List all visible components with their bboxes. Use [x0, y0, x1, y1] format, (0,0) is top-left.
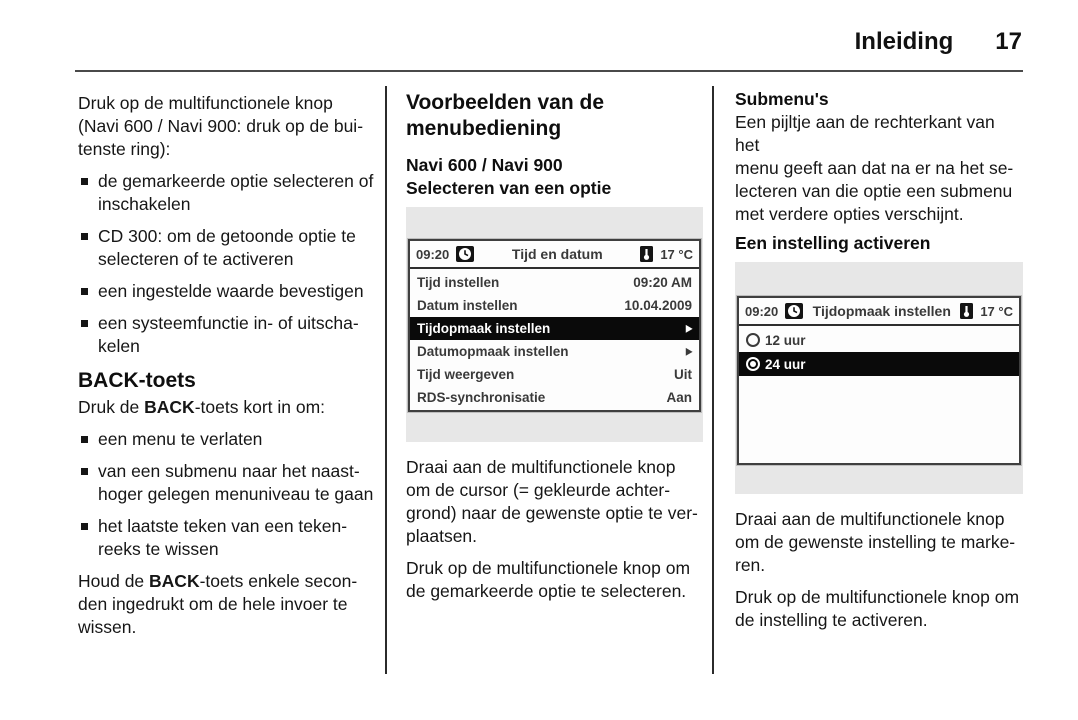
bold-segment: BACK	[149, 571, 200, 591]
navi-display-screen: 09:20 Tijdopmaak instellen 17 °C 12 uur …	[737, 296, 1021, 465]
instruction-paragraph: Druk op de multifunctionele knop om de g…	[406, 558, 691, 601]
navi-display-screen: 09:20 Tijd en datum 17 °C Tijd instellen…	[408, 239, 701, 412]
menu-row: Tijd instellen 09:20 AM	[410, 271, 699, 294]
submenu-arrow-icon: ▸	[685, 319, 692, 336]
back-key-heading: BACK-toets	[78, 369, 196, 392]
list-item: CD 300: om de getoonde optie te selecter…	[78, 225, 376, 271]
subsection-heading: Navi 600 / Navi 900 Selecteren van een o…	[406, 155, 612, 198]
clock-icon	[456, 246, 475, 262]
menu-label: Tijd instellen	[417, 275, 500, 290]
header-rule	[75, 70, 1023, 72]
menu-label: Datum instellen	[417, 298, 518, 313]
page-title: Inleiding	[854, 28, 954, 55]
bullet-square-icon	[81, 436, 88, 443]
menu-value: 09:20 AM	[633, 275, 692, 290]
bullet-list: een menu te verlaten van een submenu naa…	[78, 428, 376, 561]
menu-label: Tijd weergeven	[417, 367, 515, 382]
display-title: Tijdopmaak instellen	[812, 302, 951, 319]
radio-off-icon	[746, 333, 760, 347]
column-divider-right	[712, 86, 714, 674]
menu-row: RDS-synchronisatie Aan	[410, 386, 699, 409]
page-header: Inleiding 17	[855, 28, 1022, 56]
intro-paragraph: Druk op de multifunctionele knop (Navi 6…	[78, 93, 364, 159]
menu-value: Uit	[674, 367, 692, 382]
list-item: van een submenu naar het naast- hoger ge…	[78, 460, 376, 506]
menu-row: Datum instellen 10.04.2009	[410, 294, 699, 317]
bullet-square-icon	[81, 320, 88, 327]
thermometer-icon	[960, 303, 974, 319]
display-title: Tijd en datum	[511, 245, 603, 262]
list-item: een menu te verlaten	[78, 428, 376, 451]
column-divider-left	[385, 86, 387, 674]
list-item: het laatste teken van een teken- reeks t…	[78, 515, 376, 561]
display-status-bar: 09:20 Tijdopmaak instellen 17 °C	[739, 298, 1019, 326]
bullet-list: de gemarkeerde optie selecteren of insch…	[78, 170, 376, 358]
menu-label: RDS-synchronisatie	[417, 390, 546, 405]
bullet-square-icon	[81, 233, 88, 240]
menu-label: Datumopmaak instellen	[417, 344, 569, 359]
bullet-square-icon	[81, 288, 88, 295]
submenu-paragraph: Een pijltje aan de rechterkant van het m…	[735, 112, 1014, 224]
submenu-arrow-icon: ▸	[685, 342, 692, 359]
bold-segment: BACK	[144, 397, 195, 417]
menu-label: Tijdopmaak instellen	[417, 321, 551, 336]
text-segment: -toets enkele secon- den ingedrukt om de…	[78, 571, 358, 637]
menu-row: Datumopmaak instellen ▸	[410, 340, 699, 363]
bullet-square-icon	[81, 178, 88, 185]
instruction-paragraph: Draai aan de multifunctionele knop om de…	[735, 509, 1016, 575]
instruction-paragraph: Druk op de multifunctionele knop om de i…	[735, 587, 1020, 630]
display-time: 09:20	[745, 303, 779, 319]
bullet-square-icon	[81, 523, 88, 530]
submenu-heading: Submenu's	[735, 89, 829, 109]
option-row: 12 uur	[739, 328, 1019, 352]
display-empty-area	[739, 376, 1019, 462]
display-time: 09:20	[416, 246, 450, 262]
bullet-text: het laatste teken van een teken- reeks t…	[98, 516, 348, 559]
page-number: 17	[995, 28, 1022, 55]
left-column: Druk op de multifunctionele knop (Navi 6…	[78, 92, 376, 648]
display-figure: 09:20 Tijdopmaak instellen 17 °C 12 uur …	[735, 262, 1023, 494]
back-intro-paragraph: Druk de BACK-toets kort in om:	[78, 396, 376, 419]
text-segment: -toets kort in om:	[194, 397, 326, 417]
bullet-text: een menu te verlaten	[98, 429, 263, 449]
bullet-text: een ingestelde waarde bevestigen	[98, 281, 364, 301]
back-note-paragraph: Houd de BACK-toets enkele secon- den ing…	[78, 570, 376, 639]
option-label: 24 uur	[765, 356, 806, 372]
bullet-text: CD 300: om de getoonde optie te selecter…	[98, 226, 356, 269]
option-label: 12 uur	[765, 332, 806, 348]
display-temperature: 17 °C	[980, 303, 1013, 319]
clock-icon	[785, 303, 804, 319]
menu-list: Tijd instellen 09:20 AM Datum instellen …	[410, 269, 699, 410]
list-item: een systeemfunctie in- of uitscha- kelen	[78, 312, 376, 358]
display-figure: 09:20 Tijd en datum 17 °C Tijd instellen…	[406, 207, 703, 442]
display-temperature: 17 °C	[660, 246, 693, 262]
bullet-square-icon	[81, 468, 88, 475]
section-heading: Voorbeelden van de menubediening	[406, 91, 604, 140]
instruction-paragraph: Draai aan de multifunctionele knop om de…	[406, 457, 698, 546]
list-item: de gemarkeerde optie selecteren of insch…	[78, 170, 376, 216]
thermometer-icon	[640, 246, 654, 262]
activate-heading: Een instelling activeren	[735, 233, 931, 253]
list-item: een ingestelde waarde bevestigen	[78, 280, 376, 303]
bullet-text: van een submenu naar het naast- hoger ge…	[98, 461, 374, 504]
menu-value: Aan	[666, 390, 692, 405]
menu-row: Tijd weergeven Uit	[410, 363, 699, 386]
menu-row-highlighted: Tijdopmaak instellen ▸	[410, 317, 699, 340]
text-segment: Houd de	[78, 571, 150, 591]
menu-value: 10.04.2009	[624, 298, 692, 313]
option-row-highlighted: 24 uur	[739, 352, 1019, 376]
bullet-text: een systeemfunctie in- of uitscha- kelen	[98, 313, 359, 356]
middle-column: Voorbeelden van de menubediening Navi 60…	[406, 90, 703, 612]
display-status-bar: 09:20 Tijd en datum 17 °C	[410, 241, 699, 269]
radio-on-icon	[746, 357, 760, 371]
bullet-text: de gemarkeerde optie selecteren of insch…	[98, 171, 374, 214]
right-column: Submenu's Een pijltje aan de rechterkant…	[735, 88, 1023, 641]
text-segment: Druk de	[78, 397, 145, 417]
option-list: 12 uur 24 uur	[739, 326, 1019, 463]
